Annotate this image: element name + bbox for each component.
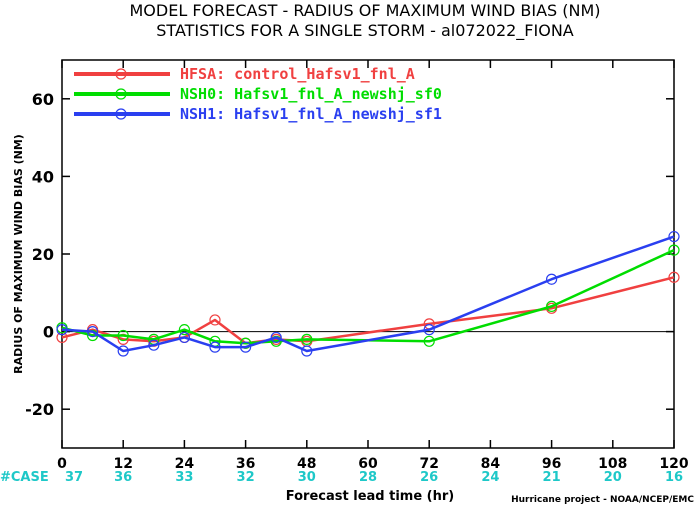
data-point: [240, 341, 252, 353]
case-count: 37: [65, 470, 83, 485]
data-point: [178, 331, 190, 344]
case-count: 26: [420, 470, 438, 485]
case-count: 36: [114, 470, 132, 485]
data-point: [301, 345, 313, 357]
data-point: [178, 324, 190, 336]
y-axis-ticks: -20 0 20 40 60: [25, 90, 674, 419]
y-tick-label: 40: [32, 167, 54, 186]
y-tick-label: -20: [25, 400, 54, 419]
x-tick-label: 48: [297, 456, 316, 472]
series-line: [61, 276, 675, 345]
data-point: [668, 271, 680, 283]
data-point: [148, 339, 160, 351]
legend-label: NSH1: Hafsv1_fnl_A_newshj_sf1: [180, 105, 442, 123]
data-point: [423, 324, 435, 336]
chart-title: MODEL FORECAST - RADIUS OF MAXIMUM WIND …: [129, 1, 600, 20]
case-count: 21: [543, 470, 561, 485]
legend-swatch-marker: [115, 108, 127, 120]
y-tick-label: 20: [32, 245, 54, 264]
x-tick-label: 84: [481, 456, 501, 472]
data-point: [209, 314, 221, 326]
legend-item: HFSA: control_Hafsv1_fnl_A: [74, 65, 415, 83]
case-count: 30: [298, 470, 316, 485]
x-tick-label: 108: [598, 456, 627, 472]
data-point: [117, 329, 129, 342]
case-count: 28: [359, 470, 377, 485]
data-point: [668, 244, 680, 256]
series-line: [61, 235, 675, 353]
legend-item: NSH1: Hafsv1_fnl_A_newshj_sf1: [74, 105, 442, 123]
chart-subtitle: STATISTICS FOR A SINGLE STORM - al072022…: [156, 21, 574, 41]
y-tick-label: 60: [32, 90, 54, 109]
legend-swatch-marker: [115, 68, 127, 80]
x-tick-label: 60: [358, 456, 378, 472]
case-count-row: #CASE 37 36 33 32 30 28 26 24 21 20 16: [0, 470, 683, 485]
series-0: [56, 271, 680, 349]
case-count: 24: [481, 470, 499, 485]
x-tick-label: 72: [419, 456, 438, 472]
case-count: 16: [665, 470, 683, 485]
x-axis-label: Forecast lead time (hr): [286, 489, 454, 504]
case-count: 20: [604, 470, 622, 485]
data-point: [270, 331, 282, 344]
case-label: #CASE: [0, 470, 49, 485]
x-tick-label: 12: [113, 456, 132, 472]
legend: HFSA: control_Hafsv1_fnl_A NSH0: Hafsv1_f…: [74, 65, 442, 123]
x-axis-ticks: 0 12 24 36 48 60 72 84 96 108 120: [57, 60, 689, 472]
case-count: 33: [175, 470, 193, 485]
x-tick-label: 36: [236, 456, 255, 472]
data-point: [668, 230, 680, 243]
credit-text: Hurricane project - NOAA/NCEP/EMC: [511, 495, 694, 505]
legend-label: NSH0: Hafsv1_fnl_A_newshj_sf0: [180, 85, 442, 103]
x-tick-label: 120: [659, 456, 688, 472]
data-point: [545, 273, 558, 285]
data-point: [545, 300, 558, 312]
data-point: [301, 333, 313, 345]
series-line: [61, 248, 675, 345]
legend-label: HFSA: control_Hafsv1_fnl_A: [180, 65, 415, 83]
series-2: [56, 230, 680, 357]
x-tick-label: 0: [57, 456, 67, 472]
data-point: [56, 324, 68, 336]
data-point: [423, 335, 435, 347]
series-layer: [56, 230, 680, 357]
data-point: [117, 345, 129, 357]
case-count: 32: [237, 470, 255, 485]
y-axis-label: RADIUS OF MAXIMUM WIND BIAS (NM): [12, 134, 25, 374]
legend-swatch-marker: [115, 88, 127, 100]
legend-item: NSH0: Hafsv1_fnl_A_newshj_sf0: [74, 85, 442, 103]
y-tick-label: 0: [43, 323, 54, 342]
x-tick-label: 24: [175, 456, 195, 472]
x-tick-label: 96: [542, 456, 561, 472]
data-point: [209, 341, 221, 353]
data-point: [86, 326, 99, 338]
